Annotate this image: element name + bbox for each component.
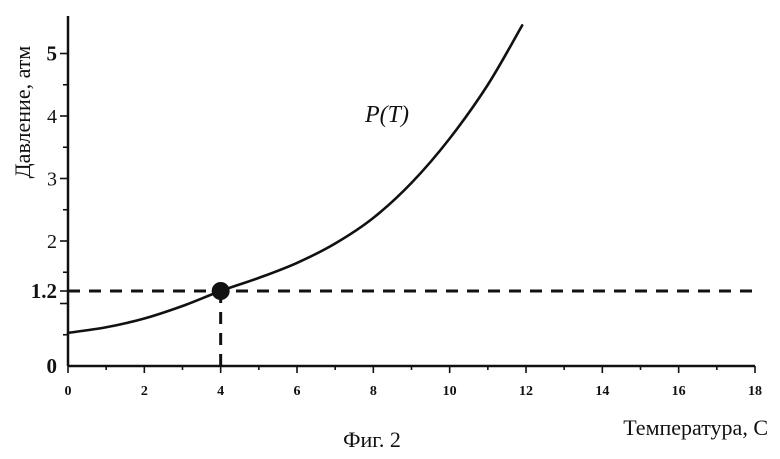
y-tick-label: 5 [47, 42, 58, 66]
series-label: P(T) [364, 102, 409, 128]
y-axis-ticks: 0 1.2 2 3 4 5 [31, 42, 68, 378]
y-tick-label: 1.2 [31, 279, 57, 303]
x-axis-ticks: 0 2 4 6 8 10 12 14 16 18 [65, 366, 762, 399]
x-axis-label: Температура, С [623, 415, 768, 440]
x-tick-label: 4 [217, 384, 224, 399]
y-tick-label: 0 [47, 354, 58, 378]
x-tick-label: 12 [519, 384, 533, 399]
x-tick-label: 0 [65, 384, 72, 399]
figure-caption: Фиг. 2 [343, 427, 401, 452]
x-tick-label: 8 [370, 384, 377, 399]
series-layer [66, 24, 524, 335]
x-tick-label: 2 [141, 384, 148, 399]
x-tick-label: 16 [672, 384, 686, 399]
y-axis-label: Давление, атм [10, 46, 35, 179]
series-line [66, 24, 524, 335]
marked-data-point [211, 282, 230, 300]
y-tick-label: 4 [47, 106, 57, 128]
y-tick-label: 2 [47, 231, 57, 253]
x-tick-label: 14 [595, 384, 609, 399]
x-tick-label: 18 [748, 384, 762, 399]
y-tick-label: 3 [47, 169, 57, 191]
x-tick-label: 6 [294, 384, 301, 399]
reference-lines [68, 289, 755, 366]
x-tick-label: 10 [443, 384, 457, 399]
